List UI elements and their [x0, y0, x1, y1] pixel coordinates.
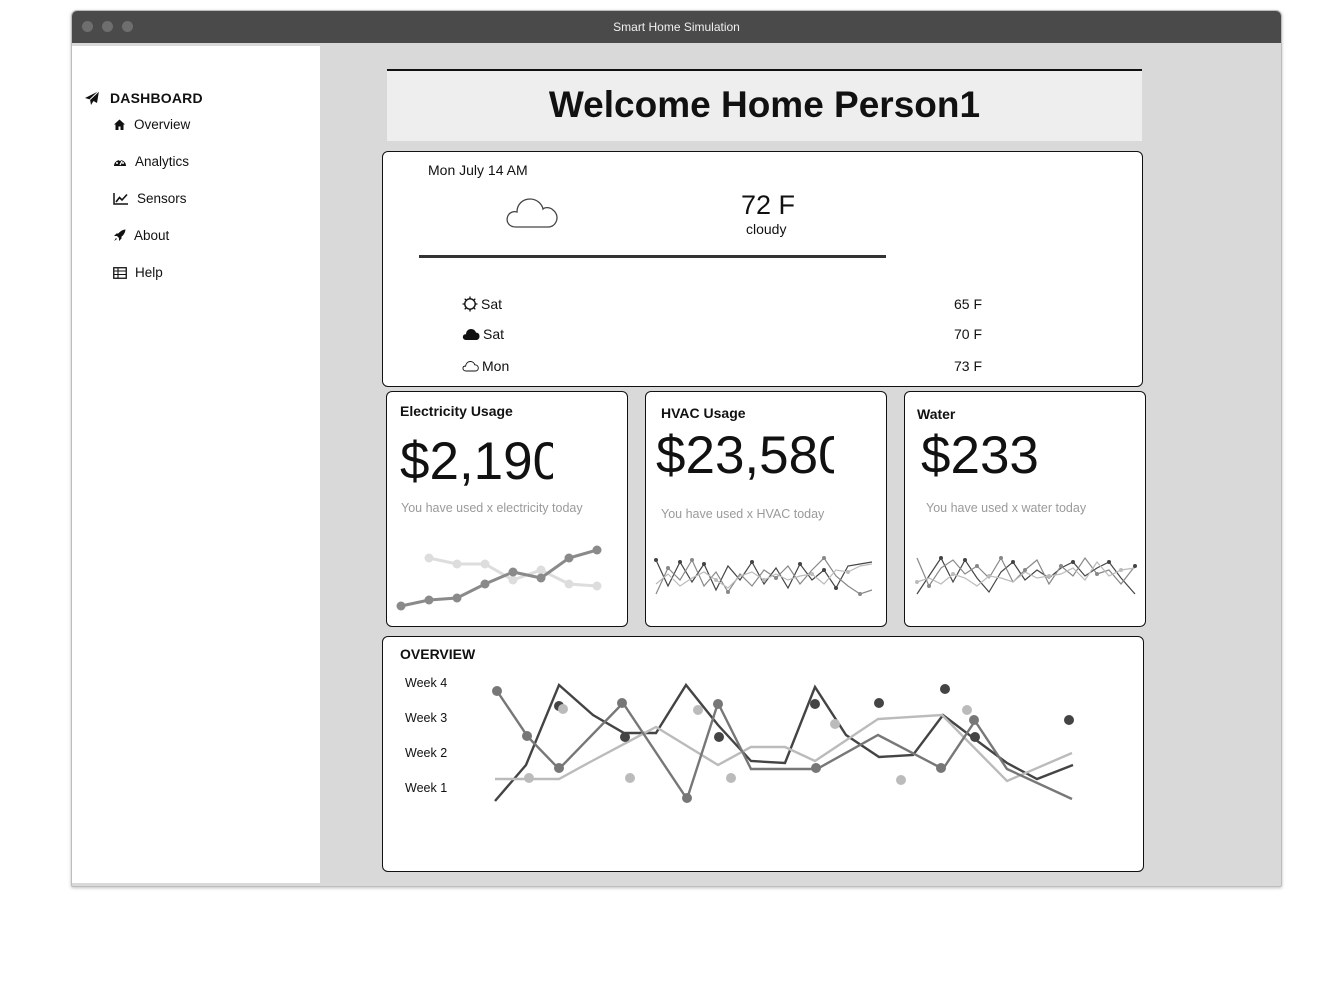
hvac-value: $23,580: [656, 426, 834, 485]
water-card: Water $233 You have used x water today: [904, 391, 1146, 627]
forecast-temp: 70 F: [954, 326, 983, 342]
forecast-day: Mon: [482, 358, 510, 374]
sidebar-item-sensors[interactable]: Sensors: [113, 191, 187, 206]
overview-row-label: Week 2: [405, 746, 448, 760]
overview-row-label: Week 3: [405, 711, 448, 725]
sidebar-heading[interactable]: DASHBOARD: [84, 90, 203, 106]
forecast-row: Sat 70 F: [462, 326, 1002, 342]
electricity-value: $2,190: [400, 432, 553, 491]
sun-icon: [462, 296, 478, 312]
overview-title: OVERVIEW: [400, 646, 476, 662]
card-title: Electricity Usage: [400, 403, 513, 419]
dashboard-icon: [114, 159, 126, 166]
water-sparkline: [915, 556, 1137, 595]
card-title: HVAC Usage: [661, 405, 746, 421]
electricity-sparkline: [396, 545, 602, 611]
overview-row-label: Week 4: [405, 676, 448, 690]
electricity-card: Electricity Usage $2,190 You have used x…: [386, 391, 628, 627]
sidebar-item-label: Analytics: [135, 154, 190, 169]
current-temperature: 72 F: [741, 190, 796, 220]
sidebar-item-label: Sensors: [137, 191, 187, 206]
sidebar-item-label: About: [134, 228, 170, 243]
window-title: Smart Home Simulation: [613, 20, 740, 34]
cloud-icon: [506, 198, 558, 228]
table-icon: [113, 266, 127, 279]
rocket-icon: [114, 229, 126, 241]
maximize-window-button[interactable]: [122, 21, 133, 32]
home-icon: [114, 119, 125, 130]
sidebar-item-label: Help: [135, 265, 163, 280]
sidebar-item-label: Overview: [134, 117, 191, 132]
forecast-temp: 73 F: [954, 358, 983, 374]
app-window: Smart Home Simulation DASHBOARD Overview…: [71, 10, 1282, 887]
card-description: You have used x HVAC today: [661, 507, 825, 521]
sidebar-item-about[interactable]: About: [113, 228, 169, 243]
cloud-filled-icon: [462, 329, 480, 340]
card-title: Water: [917, 406, 956, 422]
sidebar-item-help[interactable]: Help: [113, 265, 163, 280]
overview-card: OVERVIEW Week 4 Week 3 Week 2 Week 1: [382, 636, 1144, 872]
hvac-card: HVAC Usage $23,580 You have used x HVAC …: [645, 391, 887, 627]
overview-chart: [492, 682, 1074, 803]
sidebar-heading-label: DASHBOARD: [110, 90, 203, 106]
forecast-row: Sat 65 F: [462, 296, 1002, 312]
main-content: Welcome Home Person1 Mon July 14 AM 72 F…: [320, 43, 1281, 886]
sidebar-item-overview[interactable]: Overview: [113, 117, 190, 132]
water-value: $233: [921, 426, 1039, 485]
card-description: You have used x electricity today: [401, 501, 583, 515]
weather-date: Mon July 14 AM: [428, 162, 528, 178]
forecast-row: Mon 73 F: [462, 358, 1002, 374]
close-window-button[interactable]: [82, 21, 93, 32]
current-condition: cloudy: [746, 221, 787, 237]
page-title: Welcome Home Person1: [548, 84, 981, 125]
welcome-banner: Welcome Home Person1: [387, 69, 1142, 141]
weather-card: Mon July 14 AM 72 F cloudy Sat 65 F Sat …: [382, 151, 1143, 387]
cloud-outline-icon: [462, 361, 479, 372]
card-description: You have used x water today: [926, 501, 1087, 515]
forecast-temp: 65 F: [954, 296, 983, 312]
paper-plane-icon: [85, 90, 100, 105]
minimize-window-button[interactable]: [102, 21, 113, 32]
hvac-sparkline: [654, 556, 873, 596]
title-bar: Smart Home Simulation: [72, 11, 1281, 43]
line-chart-icon: [113, 193, 128, 205]
divider: [419, 255, 886, 258]
overview-row-label: Week 1: [405, 781, 448, 795]
sidebar-item-analytics[interactable]: Analytics: [113, 154, 189, 169]
sidebar: DASHBOARD Overview Analytics Sensors Abo…: [72, 46, 320, 883]
forecast-day: Sat: [481, 296, 503, 312]
forecast-day: Sat: [483, 326, 505, 342]
